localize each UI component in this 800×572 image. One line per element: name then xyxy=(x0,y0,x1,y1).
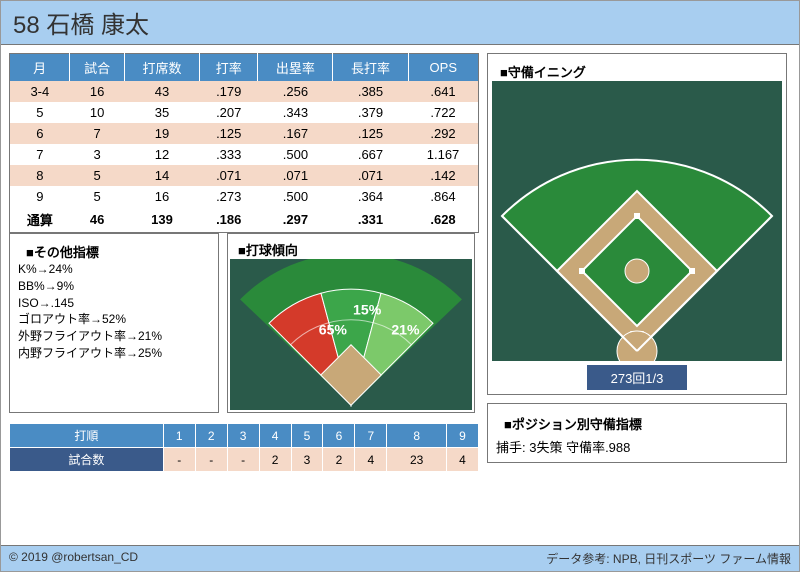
spray-pct-right: 21% xyxy=(391,322,420,338)
defense-panel: ■守備イニング 273回1/3 xyxy=(487,53,787,395)
stats-col: 打率 xyxy=(200,54,258,82)
stats-row: 9516.273.500.364.864 xyxy=(10,186,479,207)
metric-line: 外野フライアウト率→21% xyxy=(18,328,210,345)
bo-header-label: 打順 xyxy=(10,424,164,448)
player-number: 58 xyxy=(13,12,40,39)
stats-row: 7312.333.500.6671.167 xyxy=(10,144,479,165)
position-metrics-title: ■ポジション別守備指標 xyxy=(496,410,778,433)
stats-row: 8514.071.071.071.142 xyxy=(10,165,479,186)
spray-chart: 65% 15% 21% xyxy=(230,259,472,410)
player-header: 58 石橋 康太 xyxy=(1,1,799,45)
stats-col: 出塁率 xyxy=(258,54,333,82)
spray-chart-panel: ■打球傾向 65% 15% 21% xyxy=(227,233,475,413)
innings-value: 273回1/3 xyxy=(587,365,687,390)
stats-row: 51035.207.343.379.722 xyxy=(10,102,479,123)
stats-col: 長打率 xyxy=(333,54,408,82)
left-column: 月試合打席数打率出塁率長打率OPS 3-41643.179.256.385.64… xyxy=(9,53,479,472)
batting-order-table: 打順123456789 試合数---2324234 xyxy=(9,423,479,472)
monthly-stats-table: 月試合打席数打率出塁率長打率OPS 3-41643.179.256.385.64… xyxy=(9,53,479,233)
footer-right: データ参考: NPB, 日刊スポーツ ファーム情報 xyxy=(546,550,791,567)
stats-col: 試合 xyxy=(70,54,125,82)
metric-line: ISO→.145 xyxy=(18,295,210,312)
other-metrics-title: ■その他指標 xyxy=(18,238,210,261)
dashboard: 58 石橋 康太 月試合打席数打率出塁率長打率OPS 3-41643.179.2… xyxy=(0,0,800,572)
spray-title: ■打球傾向 xyxy=(230,236,472,259)
right-column: ■守備イニング 273回1/3 ■ポジ xyxy=(487,53,787,472)
spray-pct-center: 15% xyxy=(353,301,382,317)
defense-title: ■守備イニング xyxy=(492,58,782,81)
other-metrics-panel: ■その他指標 K%→24%BB%→9%ISO→.145ゴロアウト率→52%外野フ… xyxy=(9,233,219,413)
content-area: 月試合打席数打率出塁率長打率OPS 3-41643.179.256.385.64… xyxy=(1,45,799,480)
stats-row: 6719.125.167.125.292 xyxy=(10,123,479,144)
position-metrics-line: 捕手: 3失策 守備率.988 xyxy=(496,437,778,456)
metric-line: ゴロアウト率→52% xyxy=(18,311,210,328)
metric-line: BB%→9% xyxy=(18,278,210,295)
position-metrics-panel: ■ポジション別守備指標 捕手: 3失策 守備率.988 xyxy=(487,403,787,463)
player-name: 石橋 康太 xyxy=(46,12,149,39)
footer-left: © 2019 @robertsan_CD xyxy=(9,550,138,567)
metric-line: K%→24% xyxy=(18,261,210,278)
bo-row-label: 試合数 xyxy=(10,448,164,472)
stats-row: 3-41643.179.256.385.641 xyxy=(10,81,479,102)
lower-row: ■その他指標 K%→24%BB%→9%ISO→.145ゴロアウト率→52%外野フ… xyxy=(9,233,479,421)
stats-total-row: 通算46139.186.297.331.628 xyxy=(10,207,479,233)
metric-line: 内野フライアウト率→25% xyxy=(18,345,210,362)
footer: © 2019 @robertsan_CD データ参考: NPB, 日刊スポーツ … xyxy=(1,545,799,571)
defense-field xyxy=(492,81,782,361)
stats-col: 月 xyxy=(10,54,70,82)
spray-pct-left: 65% xyxy=(319,322,348,338)
stats-col: OPS xyxy=(408,54,478,82)
stats-col: 打席数 xyxy=(124,54,199,82)
